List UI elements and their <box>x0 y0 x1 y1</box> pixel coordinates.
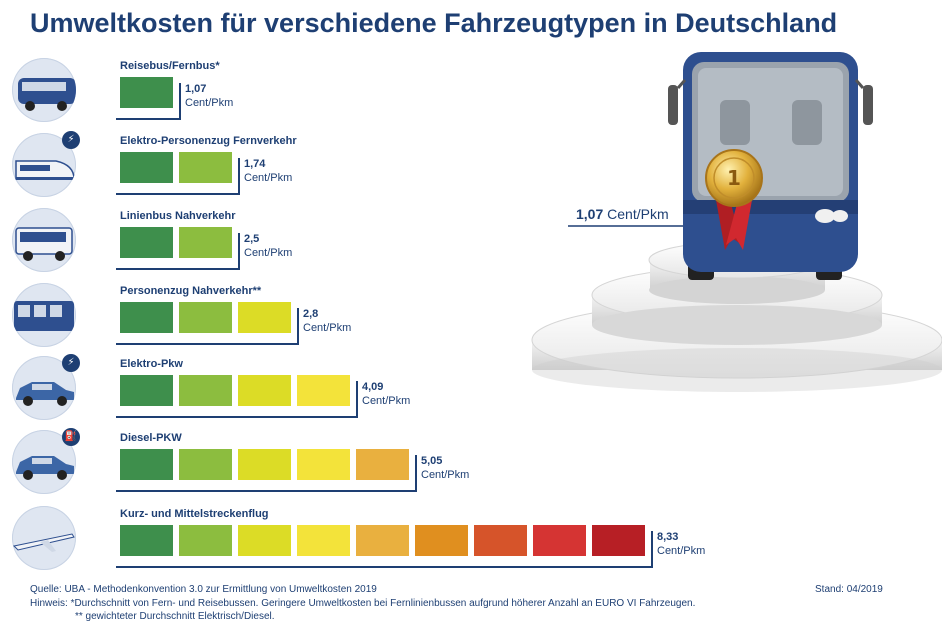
value-bracket <box>116 531 653 568</box>
bar-segment <box>297 525 350 556</box>
value-bracket <box>116 381 358 418</box>
train-icon <box>12 133 76 197</box>
bar-segment <box>120 227 173 258</box>
winner-value-label: 1,07 Cent/Pkm <box>576 206 669 222</box>
plug-icon: ⚡ <box>62 354 80 372</box>
plug-icon: ⚡ <box>62 131 80 149</box>
bar-segment <box>592 525 645 556</box>
bar-segment <box>120 152 173 183</box>
value-bracket <box>116 233 240 270</box>
value-label: 4,09 <box>362 381 384 393</box>
value-unit: Cent/Pkm <box>362 395 411 407</box>
bar-segment <box>356 525 409 556</box>
value-unit: Cent/Pkm <box>244 247 293 259</box>
city-bus-icon <box>12 208 76 272</box>
gold-medal-icon: 1 <box>705 149 763 250</box>
hint-note-1: Hinweis: *Durchschnitt von Fern- und Rei… <box>30 598 696 609</box>
bar-segment <box>356 449 409 480</box>
category-label: Diesel-PKW <box>120 432 182 444</box>
winner-unit: Cent/Pkm <box>607 206 669 222</box>
bar-segment <box>474 525 527 556</box>
value-unit: Cent/Pkm <box>303 322 352 334</box>
value-unit: Cent/Pkm <box>244 172 293 184</box>
podium-illustration: 1 <box>531 52 942 392</box>
value-unit: Cent/Pkm <box>657 545 706 557</box>
bar-segment <box>238 449 291 480</box>
category-label: Elektro-Pkw <box>120 358 183 370</box>
winner-value: 1,07 <box>576 206 604 222</box>
bar-segment <box>415 525 468 556</box>
value-bracket <box>116 455 417 492</box>
value-label: 2,8 <box>303 308 319 320</box>
category-label: Elektro-Personenzug Fernverkehr <box>120 135 297 147</box>
category-label: Reisebus/Fernbus* <box>120 60 220 72</box>
bar-segment <box>120 77 173 108</box>
bar-segment <box>120 449 173 480</box>
value-label: 5,05 <box>421 455 443 467</box>
value-unit: Cent/Pkm <box>185 97 234 109</box>
category-label: Personenzug Nahverkehr** <box>120 285 262 297</box>
bar-segment <box>238 302 291 333</box>
bar-segment <box>179 449 232 480</box>
value-bracket <box>116 308 299 345</box>
bar-segment <box>179 227 232 258</box>
category-label: Kurz- und Mittelstreckenflug <box>120 508 269 520</box>
value-label: 1,74 <box>244 158 266 170</box>
bar-segment <box>297 375 350 406</box>
bar-segment <box>179 302 232 333</box>
bar-segment <box>179 375 232 406</box>
bar-segment <box>533 525 586 556</box>
value-label: 1,07 <box>185 83 207 95</box>
value-label: 8,33 <box>657 531 679 543</box>
value-bracket <box>116 158 240 195</box>
winner-bus-icon <box>668 52 873 280</box>
bar-segment <box>297 449 350 480</box>
fuel-pump-icon: ⛽ <box>62 428 80 446</box>
value-unit: Cent/Pkm <box>421 469 470 481</box>
category-label: Linienbus Nahverkehr <box>120 210 236 222</box>
bus-icon <box>12 58 76 122</box>
chart-title: Umweltkosten für verschiedene Fahrzeugty… <box>30 8 838 38</box>
svg-text:1: 1 <box>727 166 741 190</box>
value-bracket <box>116 83 181 120</box>
bar-segment <box>238 525 291 556</box>
bar-segment <box>120 525 173 556</box>
bar-segment <box>120 302 173 333</box>
status-date: Stand: 04/2019 <box>815 584 883 595</box>
airplane-icon <box>12 506 76 570</box>
bar-segment <box>179 525 232 556</box>
value-label: 2,5 <box>244 233 260 245</box>
bar-segment <box>120 375 173 406</box>
bar-segment <box>179 152 232 183</box>
bar-segment <box>238 375 291 406</box>
regional-train-icon <box>12 283 76 347</box>
hint-note-2: ** gewichteter Durchschnitt Elektrisch/D… <box>75 611 275 622</box>
source-note: Quelle: UBA - Methodenkonvention 3.0 zur… <box>30 584 377 595</box>
